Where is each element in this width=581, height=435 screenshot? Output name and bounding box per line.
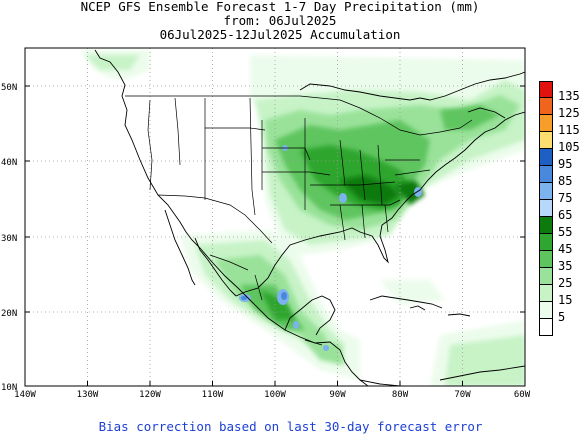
legend-swatch <box>539 302 553 319</box>
forecast-init-date: from: 06Jul2025 <box>223 13 337 28</box>
legend-label: 65 <box>558 208 573 222</box>
lon-label: 120W <box>139 390 161 400</box>
legend-swatch <box>539 81 553 98</box>
map-title: NCEP GFS Ensemble Forecast 1-7 Day Preci… <box>80 0 480 14</box>
legend-entry: 105 <box>539 132 581 154</box>
legend-swatch <box>539 132 553 149</box>
lon-label: 130W <box>77 390 99 400</box>
axis-ticks <box>25 85 525 386</box>
legend-entry: 35 <box>539 251 581 273</box>
legend-entry <box>539 319 581 336</box>
legend-label: 85 <box>558 174 573 188</box>
legend-label: 125 <box>558 106 580 120</box>
legend-label: 95 <box>558 157 573 171</box>
lon-label: 100W <box>264 390 286 400</box>
lat-label: 30N <box>1 234 17 244</box>
legend-swatch <box>539 319 553 336</box>
legend-label: 35 <box>558 259 573 273</box>
legend-swatch <box>539 200 553 217</box>
lon-label: 70W <box>454 390 471 400</box>
legend-entry: 85 <box>539 166 581 188</box>
legend-swatch <box>539 183 553 200</box>
legend-entry: 5 <box>539 302 581 324</box>
legend-entry: 55 <box>539 217 581 239</box>
lon-label: 140W <box>14 390 36 400</box>
legend-swatch <box>539 251 553 268</box>
color-legend: 135 125 115 105 95 85 75 65 55 45 35 25 15 5 <box>539 81 581 336</box>
accumulation-period: 06Jul2025-12Jul2025 Accumulation <box>159 27 401 42</box>
legend-swatch <box>539 98 553 115</box>
legend-swatch <box>539 285 553 302</box>
legend-swatch <box>539 115 553 132</box>
lon-label: 90W <box>329 390 346 400</box>
legend-label: 105 <box>558 140 580 154</box>
legend-label: 75 <box>558 191 573 205</box>
lon-label: 60W <box>514 390 531 400</box>
legend-label: 135 <box>558 89 580 103</box>
bias-correction-note: Bias correction based on last 30-day for… <box>98 419 483 434</box>
legend-swatch <box>539 234 553 251</box>
lat-label: 50N <box>1 83 17 93</box>
legend-label: 15 <box>558 293 573 307</box>
legend-entry: 45 <box>539 234 581 256</box>
legend-entry: 115 <box>539 115 581 137</box>
lat-label: 10N <box>1 383 17 393</box>
coastlines <box>94 49 525 386</box>
legend-label: 55 <box>558 225 573 239</box>
legend-entry: 95 <box>539 149 581 171</box>
legend-swatch <box>539 268 553 285</box>
lat-label: 40N <box>1 158 17 168</box>
lon-label: 110W <box>202 390 224 400</box>
legend-entry: 135 <box>539 81 581 103</box>
legend-label: 5 <box>558 310 566 324</box>
legend-entry: 125 <box>539 98 581 120</box>
legend-label: 115 <box>558 123 580 137</box>
legend-entry: 25 <box>539 268 581 290</box>
legend-label: 25 <box>558 276 573 290</box>
lon-label: 80W <box>392 390 409 400</box>
legend-entry: 15 <box>539 285 581 307</box>
legend-swatch <box>539 149 553 166</box>
legend-entry: 75 <box>539 183 581 205</box>
legend-label: 45 <box>558 242 573 256</box>
legend-swatch <box>539 166 553 183</box>
political-borders <box>125 95 473 346</box>
lat-label: 20N <box>1 309 17 319</box>
legend-entry: 65 <box>539 200 581 222</box>
legend-swatch <box>539 217 553 234</box>
